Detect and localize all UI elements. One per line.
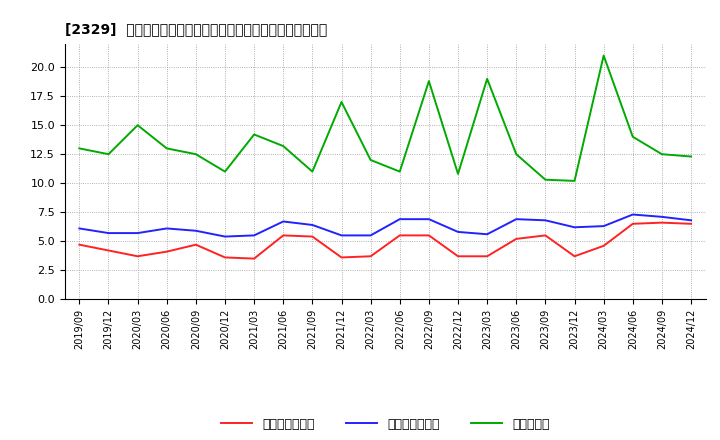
買入債務回転率 <box>133 231 142 236</box>
売上債権回転率 <box>337 255 346 260</box>
買入債務回転率 <box>629 212 637 217</box>
買入債務回転率 <box>308 222 317 227</box>
在庫回転率 <box>657 151 666 157</box>
売上債権回転率 <box>687 221 696 227</box>
売上債権回転率 <box>163 249 171 254</box>
売上債権回転率 <box>366 253 375 259</box>
売上債権回転率 <box>104 248 113 253</box>
在庫回転率 <box>337 99 346 105</box>
買入債務回転率 <box>425 216 433 222</box>
在庫回転率 <box>308 169 317 174</box>
在庫回転率 <box>541 177 550 182</box>
売上債権回転率 <box>425 233 433 238</box>
買入債務回転率 <box>250 233 258 238</box>
在庫回転率 <box>395 169 404 174</box>
買入債務回転率 <box>220 234 229 239</box>
在庫回転率 <box>425 78 433 84</box>
買入債務回転率 <box>599 224 608 229</box>
売上債権回転率 <box>629 221 637 227</box>
Line: 買入債務回転率: 買入債務回転率 <box>79 215 691 237</box>
買入債務回転率 <box>395 216 404 222</box>
在庫回転率 <box>104 151 113 157</box>
売上債権回転率 <box>133 253 142 259</box>
買入債務回転率 <box>570 225 579 230</box>
買入債務回転率 <box>454 229 462 235</box>
買入債務回転率 <box>366 233 375 238</box>
買入債務回転率 <box>75 226 84 231</box>
在庫回転率 <box>250 132 258 137</box>
買入債務回転率 <box>163 226 171 231</box>
買入債務回転率 <box>541 218 550 223</box>
売上債権回転率 <box>250 256 258 261</box>
Text: [2329]  売上債権回転率、買入債務回転率、在庫回転率の推移: [2329] 売上債権回転率、買入債務回転率、在庫回転率の推移 <box>65 22 327 36</box>
在庫回転率 <box>629 134 637 139</box>
在庫回転率 <box>512 151 521 157</box>
売上債権回転率 <box>599 243 608 249</box>
売上債権回転率 <box>308 234 317 239</box>
売上債権回転率 <box>570 253 579 259</box>
在庫回転率 <box>687 154 696 159</box>
売上債権回転率 <box>483 253 492 259</box>
売上債権回転率 <box>192 242 200 247</box>
売上債権回転率 <box>220 255 229 260</box>
在庫回転率 <box>483 76 492 81</box>
在庫回転率 <box>220 169 229 174</box>
在庫回転率 <box>192 151 200 157</box>
売上債権回転率 <box>657 220 666 225</box>
Legend: 売上債権回転率, 買入債務回転率, 在庫回転率: 売上債権回転率, 買入債務回転率, 在庫回転率 <box>216 413 554 436</box>
売上債権回転率 <box>75 242 84 247</box>
買入債務回転率 <box>657 214 666 220</box>
売上債権回転率 <box>512 236 521 242</box>
買入債務回転率 <box>687 218 696 223</box>
売上債権回転率 <box>279 233 287 238</box>
買入債務回転率 <box>337 233 346 238</box>
Line: 在庫回転率: 在庫回転率 <box>79 55 691 181</box>
在庫回転率 <box>599 53 608 58</box>
在庫回転率 <box>133 123 142 128</box>
在庫回転率 <box>366 158 375 163</box>
在庫回転率 <box>75 146 84 151</box>
売上債権回転率 <box>541 233 550 238</box>
買入債務回転率 <box>483 231 492 237</box>
在庫回転率 <box>570 178 579 183</box>
買入債務回転率 <box>512 216 521 222</box>
在庫回転率 <box>454 171 462 176</box>
在庫回転率 <box>279 143 287 149</box>
売上債権回転率 <box>395 233 404 238</box>
買入債務回転率 <box>192 228 200 233</box>
買入債務回転率 <box>279 219 287 224</box>
Line: 売上債権回転率: 売上債権回転率 <box>79 223 691 259</box>
買入債務回転率 <box>104 231 113 236</box>
在庫回転率 <box>163 146 171 151</box>
売上債権回転率 <box>454 253 462 259</box>
